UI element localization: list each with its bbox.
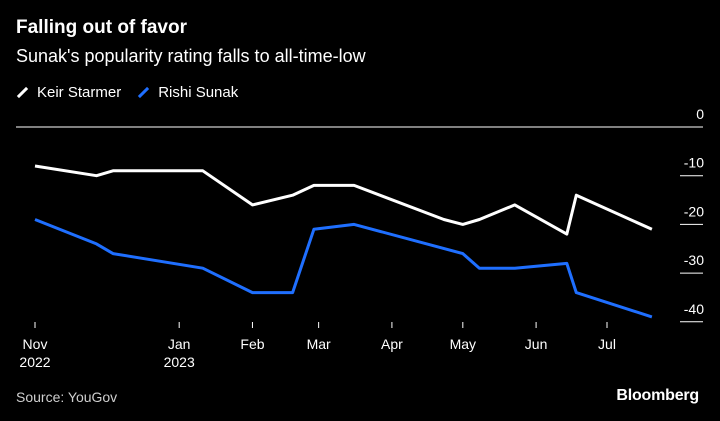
x-tick-label: May — [450, 336, 476, 352]
source-note: Source: YouGov — [16, 389, 118, 405]
legend-item-starmer: Keir Starmer — [16, 84, 121, 101]
y-tick-label: -30 — [684, 252, 704, 268]
legend-label-sunak: Rishi Sunak — [158, 84, 239, 101]
x-tick-sublabel: 2022 — [19, 354, 50, 370]
x-tick-label: Nov — [23, 336, 48, 352]
x-tick-label: Apr — [381, 336, 403, 352]
x-tick-label: Feb — [240, 336, 264, 352]
x-tick-label: Jul — [598, 336, 616, 352]
brand-logo: Bloomberg — [616, 387, 699, 404]
x-tick-label: Jun — [525, 336, 548, 352]
x-tick-sublabel: 2023 — [164, 354, 195, 370]
legend-label-starmer: Keir Starmer — [37, 84, 122, 101]
y-tick-label: -20 — [684, 203, 704, 219]
chart-title: Falling out of favor — [16, 17, 187, 38]
chart-subtitle: Sunak's popularity rating falls to all-t… — [16, 46, 366, 66]
legend: Keir Starmer Rishi Sunak — [16, 84, 254, 101]
y-tick-label: 0 — [696, 106, 704, 122]
y-tick-label: -10 — [684, 155, 704, 171]
y-tick-label: -40 — [684, 301, 704, 317]
series-line-starmer — [34, 164, 653, 236]
x-tick-label: Mar — [307, 336, 331, 352]
series-line-sunak — [34, 218, 653, 319]
x-tick-label: Jan — [168, 336, 191, 352]
legend-item-sunak: Rishi Sunak — [137, 84, 238, 101]
